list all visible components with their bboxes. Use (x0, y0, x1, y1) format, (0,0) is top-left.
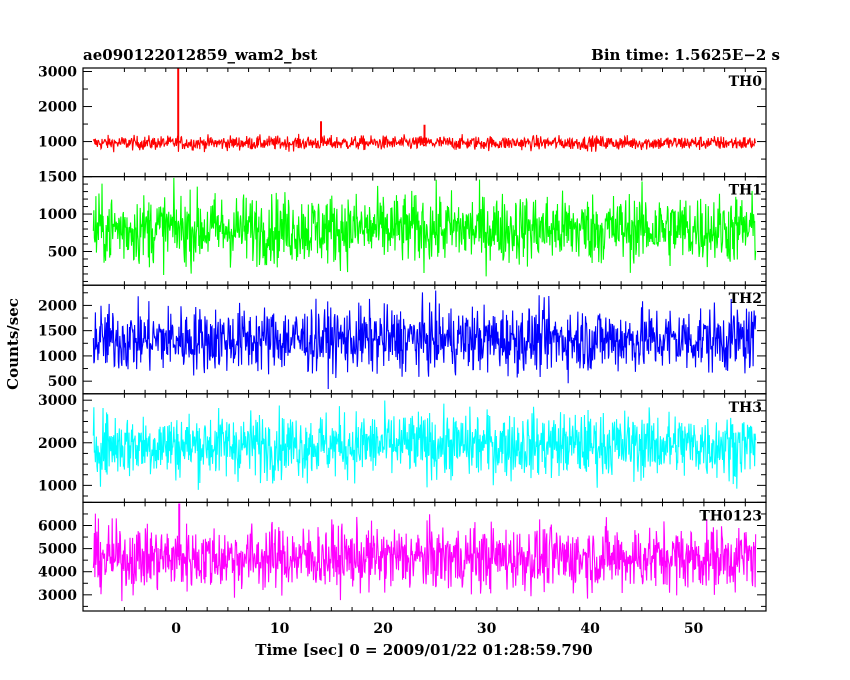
y-tick-label: 1500 (38, 324, 77, 340)
panel-frame (82, 67, 767, 178)
panel-label-th0123: TH0123 (699, 508, 762, 524)
series-th1 (92, 177, 757, 277)
y-tick-label: 500 (48, 374, 77, 390)
chart-title: ae090122012859_wam2_bst (83, 46, 317, 64)
panel-th2: 500 1000 1500 2000 TH2 (38, 284, 767, 395)
panel-th3: 1000 2000 3000 TH3 (38, 393, 767, 503)
series-th0123 (92, 513, 757, 602)
panel-th0: 1000 2000 3000 TH0 (38, 65, 767, 178)
panel-frame (82, 501, 767, 612)
y-tick-label: 1000 (38, 349, 77, 365)
x-tick-label: 20 (373, 621, 393, 637)
x-axis-label: Time [sec] 0 = 2009/01/22 01:28:59.790 (255, 641, 592, 659)
series-th0 (92, 133, 757, 153)
series-th2 (92, 290, 757, 389)
panel-th0123: 3000 4000 5000 6000 TH0123 (38, 501, 767, 612)
x-tick-labels: 0 10 20 30 40 50 (171, 621, 703, 637)
panel-label-th3: TH3 (729, 400, 762, 416)
y-tick-label: 1000 (38, 135, 77, 151)
y-tick-label: 3000 (38, 393, 77, 409)
panel-th1: 500 1000 1500 TH1 (38, 170, 767, 286)
x-tick-label: 50 (684, 621, 704, 637)
y-tick-label: 500 (48, 244, 77, 260)
panel-label-th0: TH0 (729, 74, 763, 90)
y-tick-label: 3000 (38, 65, 77, 81)
y-tick-label: 1000 (38, 207, 77, 223)
panels-group: 1000 2000 3000 TH0 500 1000 1500 TH1 500 1000 1500… (38, 65, 767, 612)
y-axis-label: Counts/sec (4, 298, 22, 390)
y-tick-label: 6000 (38, 519, 77, 535)
x-tick-label: 40 (580, 621, 600, 637)
x-tick-label: 10 (270, 621, 290, 637)
x-tick-label: 30 (477, 621, 497, 637)
x-tick-label: 0 (171, 621, 181, 637)
panel-label-th1: TH1 (729, 183, 762, 199)
y-tick-label: 2000 (38, 100, 77, 116)
panel-label-th2: TH2 (729, 291, 762, 307)
bin-time-label: Bin time: 1.5625E−2 s (591, 46, 780, 64)
y-tick-label: 2000 (38, 436, 77, 452)
y-tick-label: 5000 (38, 542, 77, 558)
y-tick-label: 1500 (38, 170, 77, 186)
y-tick-label: 2000 (38, 298, 77, 314)
series-th3 (92, 400, 757, 490)
y-tick-label: 3000 (38, 588, 77, 604)
y-tick-label: 4000 (38, 565, 77, 581)
y-tick-label: 1000 (38, 478, 77, 494)
